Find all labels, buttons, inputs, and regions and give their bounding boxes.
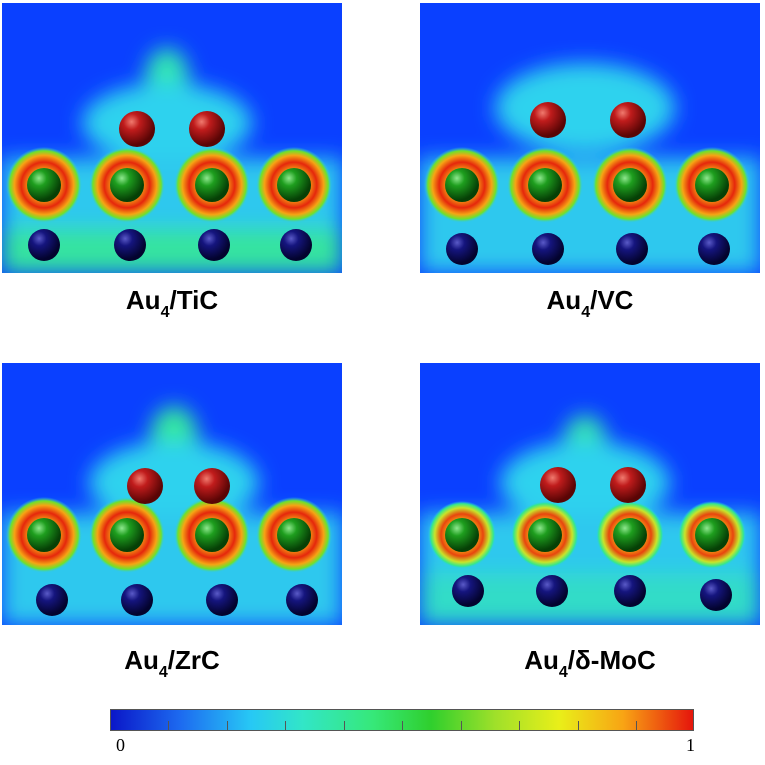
colorbar-tick bbox=[402, 721, 403, 731]
elf-panel-au4-zrc bbox=[2, 363, 342, 633]
colorbar-tick bbox=[519, 721, 520, 731]
colorbar-tick bbox=[227, 721, 228, 731]
colorbar-tick bbox=[285, 721, 286, 731]
elf-panel-au4-tic bbox=[2, 3, 342, 273]
elf-panel-au4-delta-moc bbox=[420, 363, 760, 633]
panel-caption-au4-vc: Au4/VC bbox=[546, 285, 634, 322]
colorbar-tick bbox=[636, 721, 637, 731]
elf-panel-au4-vc bbox=[420, 3, 760, 273]
colorbar-tick bbox=[461, 721, 462, 731]
colorbar-tick bbox=[578, 721, 579, 731]
panel-caption-au4-tic: Au4/TiC bbox=[125, 285, 219, 322]
panel-caption-au4-delta-moc: Au4/δ-MoC bbox=[524, 645, 656, 682]
colorbar-max-label: 1 bbox=[686, 735, 695, 755]
colorbar-min-label: 0 bbox=[116, 735, 125, 755]
elf-map-au4-delta-moc bbox=[420, 363, 760, 625]
colorbar-tick bbox=[168, 721, 169, 731]
elf-map-au4-vc bbox=[420, 3, 760, 273]
colorbar-tick bbox=[344, 721, 345, 731]
panel-caption-au4-zrc: Au4/ZrC bbox=[124, 645, 220, 682]
elf-map-au4-tic bbox=[2, 3, 342, 273]
elf-map-au4-zrc bbox=[2, 363, 342, 625]
